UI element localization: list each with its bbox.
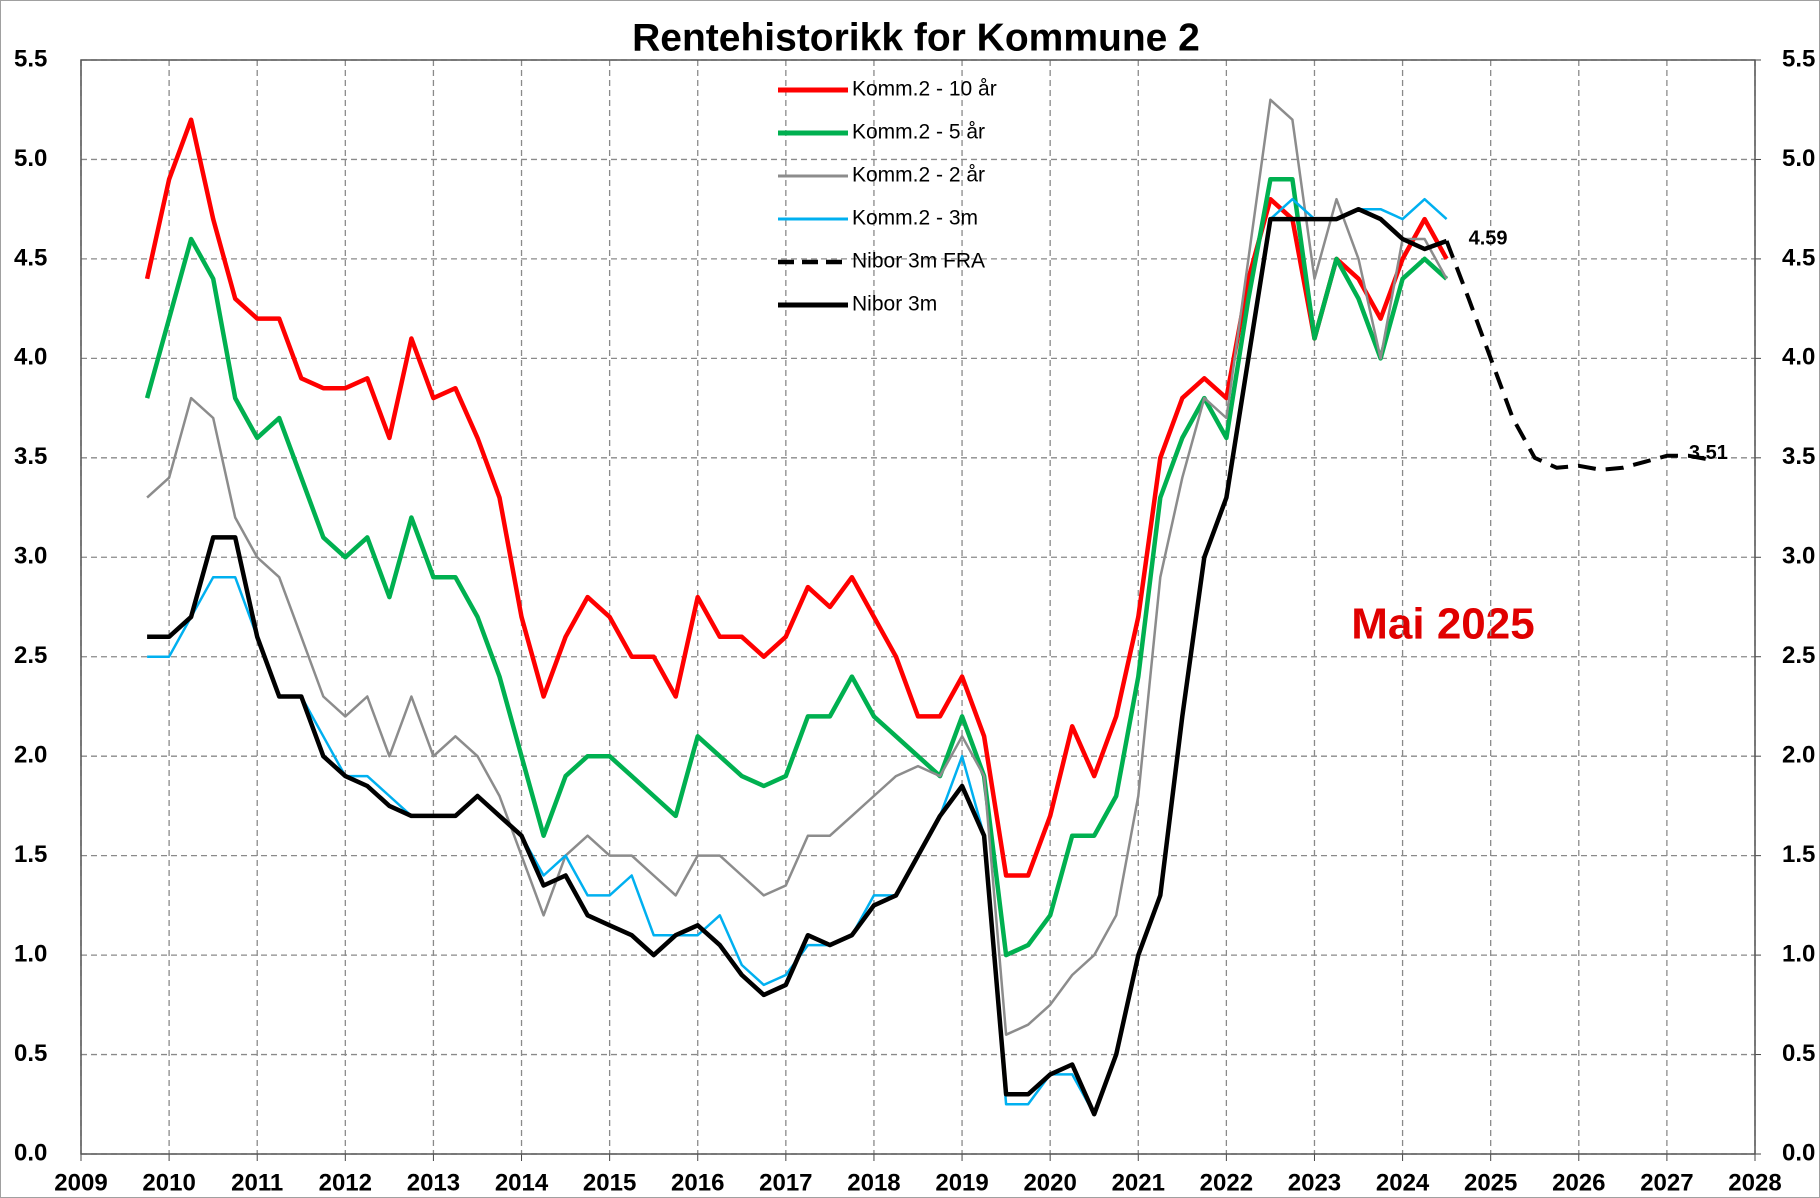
y2-tick-label: 2.0 [1782, 742, 1815, 769]
legend-label: Nibor 3m FRA [852, 250, 985, 273]
y-tick-label: 5.0 [14, 145, 47, 172]
x-tick-label: 2028 [1728, 1169, 1781, 1196]
y2-tick-label: 2.5 [1782, 642, 1815, 669]
x-tick-label: 2009 [54, 1169, 107, 1196]
x-tick-label: 2013 [407, 1169, 460, 1196]
series-line [144, 177, 1449, 958]
annotation: Mai 2025 [1351, 600, 1534, 649]
y-tick-label: 5.5 [14, 45, 47, 72]
plot-frame [80, 59, 1756, 1155]
x-tick-label: 2010 [142, 1169, 195, 1196]
x-tick-label: 2015 [583, 1169, 636, 1196]
legend-label: Komm.2 - 2 år [852, 164, 985, 187]
y-tick-label: 3.5 [14, 443, 47, 470]
x-tick-label: 2023 [1288, 1169, 1341, 1196]
x-tick-label: 2012 [319, 1169, 372, 1196]
x-tick-label: 2024 [1376, 1169, 1430, 1196]
y2-tick-label: 5.0 [1782, 145, 1815, 172]
x-tick-label: 2014 [495, 1169, 549, 1196]
legend-label: Komm.2 - 5 år [852, 121, 985, 144]
y-tick-label: 4.0 [14, 344, 47, 371]
y-tick-label: 4.5 [14, 244, 47, 271]
y-tick-label: 1.0 [14, 940, 47, 967]
legend-label: Nibor 3m [852, 293, 937, 316]
legend-label: Komm.2 - 3m [852, 207, 978, 230]
y-tick-label: 3.0 [14, 543, 47, 570]
legend-label: Komm.2 - 10 år [852, 78, 997, 101]
x-tick-label: 2021 [1112, 1169, 1165, 1196]
x-tick-label: 2018 [847, 1169, 900, 1196]
y-tick-label: 1.5 [14, 841, 47, 868]
x-tick-label: 2011 [231, 1169, 283, 1196]
series-line [1444, 240, 1712, 472]
x-tick-label: 2020 [1023, 1169, 1076, 1196]
x-tick-label: 2016 [671, 1169, 724, 1196]
value-label: 3.51 [1689, 442, 1728, 464]
y2-tick-label: 3.5 [1782, 443, 1815, 470]
series-line [147, 206, 1448, 1117]
x-tick-label: 2026 [1552, 1169, 1605, 1196]
x-tick-label: 2027 [1640, 1169, 1693, 1196]
y2-tick-label: 4.5 [1782, 244, 1815, 271]
chart-title: Rentehistorikk for Kommune 2 [632, 16, 1200, 59]
y2-tick-label: 3.0 [1782, 543, 1815, 570]
series-line [144, 117, 1449, 878]
y-tick-label: 2.0 [14, 742, 47, 769]
legend: Komm.2 - 10 år Komm.2 - 5 år Komm.2 - 2 år… [778, 78, 997, 316]
y2-tick-label: 1.0 [1782, 940, 1815, 967]
x-tick-label: 2017 [759, 1169, 812, 1196]
y-tick-label: 0.0 [14, 1139, 47, 1166]
value-label: 4.59 [1469, 227, 1508, 249]
y-tick-label: 0.5 [14, 1040, 47, 1067]
y2-tick-label: 4.0 [1782, 344, 1815, 371]
y2-tick-label: 1.5 [1782, 841, 1815, 868]
y-tick-label: 2.5 [14, 642, 47, 669]
series-line [146, 98, 1448, 1036]
x-tick-label: 2022 [1200, 1169, 1253, 1196]
x-tick-label: 2025 [1464, 1169, 1517, 1196]
y2-tick-label: 0.0 [1782, 1139, 1815, 1166]
y2-tick-label: 5.5 [1782, 45, 1815, 72]
x-tick-label: 2019 [935, 1169, 988, 1196]
y2-tick-label: 0.5 [1782, 1040, 1815, 1067]
